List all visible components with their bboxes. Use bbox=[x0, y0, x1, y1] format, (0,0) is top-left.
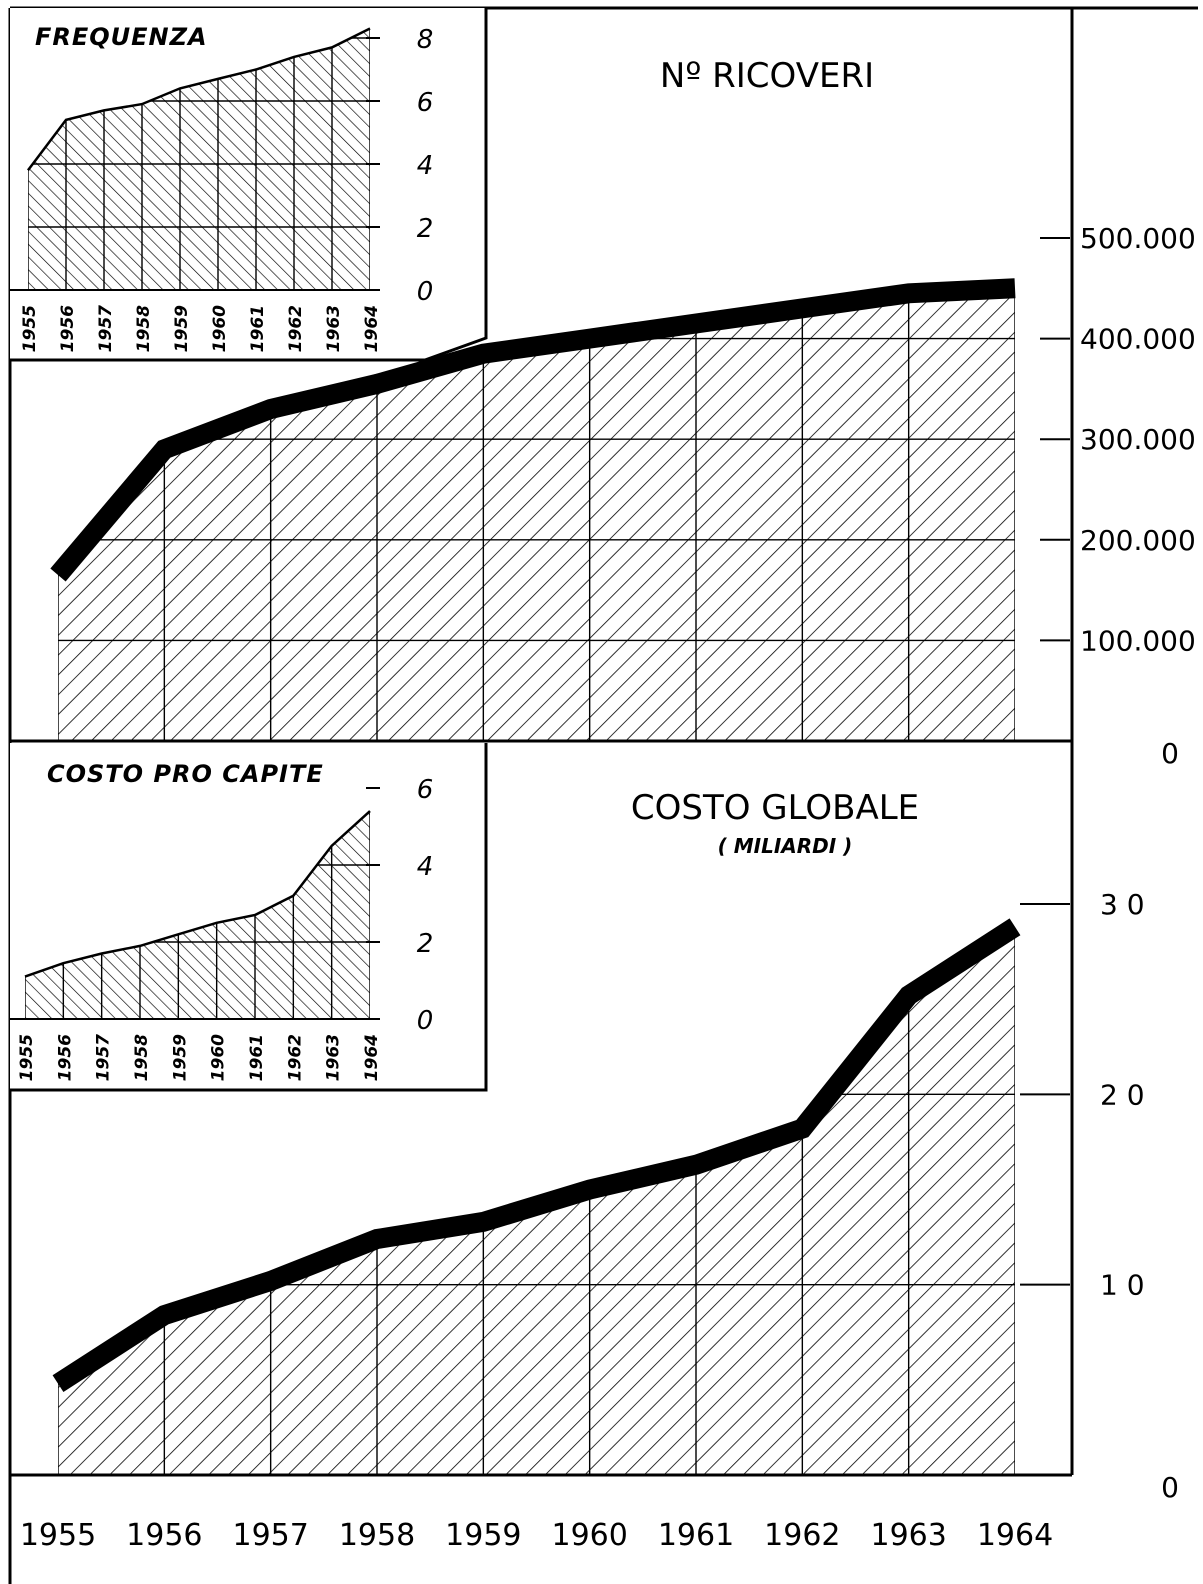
x-tick-label: 1955 bbox=[20, 305, 40, 352]
x-tick-label: 1960 bbox=[551, 1518, 627, 1553]
y-tick-label: 4 bbox=[417, 852, 434, 882]
main-x-axis: 1955 1956 1957 1958 1959 1960 1961 1962 1963 1964 bbox=[20, 1518, 1053, 1553]
x-tick-label: 1963 bbox=[870, 1518, 946, 1553]
y-tick-label: 2 bbox=[417, 929, 434, 959]
x-tick-label: 1956 bbox=[126, 1518, 202, 1553]
x-tick-label: 1955 bbox=[20, 1518, 96, 1553]
x-tick-label: 1962 bbox=[286, 305, 306, 352]
y-tick-label: 1 0 bbox=[1100, 1269, 1145, 1302]
y-tick-label: 300.000 bbox=[1080, 423, 1196, 456]
y-tick-label: 0 bbox=[417, 1006, 434, 1036]
x-tick-label: 1961 bbox=[247, 1034, 267, 1081]
x-tick-label: 1964 bbox=[977, 1518, 1053, 1553]
x-tick-label: 1959 bbox=[172, 305, 192, 352]
x-tick-label: 1955 bbox=[17, 1034, 37, 1081]
y-tick-label: 6 bbox=[417, 88, 434, 118]
x-tick-label: 1959 bbox=[170, 1034, 190, 1081]
costo-pro-capite-y-axis: 0 2 4 6 bbox=[366, 775, 433, 1036]
ricoveri-area bbox=[58, 288, 1015, 741]
y-tick-label: 100.000 bbox=[1080, 624, 1196, 657]
costo-globale-y-axis: 0 1 0 2 0 3 0 bbox=[1020, 888, 1179, 1504]
x-tick-label: 1958 bbox=[339, 1518, 415, 1553]
y-tick-label: 400.000 bbox=[1080, 323, 1196, 356]
x-tick-label: 1964 bbox=[362, 1034, 382, 1081]
costo-pro-capite-line bbox=[24, 810, 371, 978]
x-tick-label: 1958 bbox=[134, 305, 154, 352]
costo-pro-capite-inset-chart: 0 2 4 6 1955 1956 1957 1958 1959 1960 1961 1962 196… bbox=[10, 743, 488, 1092]
costo-pro-capite-x-axis: 1955 1956 1957 1958 1959 1960 1961 1962 1963 1964 bbox=[17, 1034, 382, 1081]
costo-pro-capite-title: COSTO PRO CAPITE bbox=[47, 760, 324, 788]
y-tick-label: 8 bbox=[417, 25, 434, 55]
frequenza-y-axis: 0 2 4 6 8 bbox=[366, 25, 433, 307]
y-tick-label: 6 bbox=[417, 775, 434, 805]
x-tick-label: 1960 bbox=[209, 1034, 229, 1081]
ricoveri-title: Nº RICOVERI bbox=[660, 56, 874, 96]
y-tick-label: 3 0 bbox=[1100, 888, 1145, 921]
x-tick-label: 1957 bbox=[94, 1034, 114, 1081]
x-tick-label: 1962 bbox=[285, 1034, 305, 1081]
ricoveri-line bbox=[50, 278, 1016, 582]
y-tick-label: 0 bbox=[417, 277, 434, 307]
x-tick-label: 1961 bbox=[248, 305, 268, 352]
ricoveri-y-axis: 0 100.000 200.000 300.000 400.000 500.000 bbox=[1040, 222, 1196, 770]
x-tick-label: 1964 bbox=[362, 305, 382, 352]
y-tick-label: 200.000 bbox=[1080, 524, 1196, 557]
x-tick-label: 1959 bbox=[445, 1518, 521, 1553]
x-tick-label: 1957 bbox=[96, 305, 116, 352]
costo-globale-area bbox=[58, 926, 1015, 1475]
frequenza-x-axis: 1955 1956 1957 1958 1959 1960 1961 1962 1963 1964 bbox=[20, 305, 382, 352]
costo-globale-line bbox=[52, 918, 1021, 1393]
x-tick-label: 1958 bbox=[132, 1034, 152, 1081]
y-tick-label: 2 bbox=[417, 214, 434, 244]
y-tick-label: 2 0 bbox=[1100, 1078, 1145, 1111]
y-tick-label: 4 bbox=[417, 151, 434, 181]
y-tick-label: 0 bbox=[1161, 737, 1179, 770]
costo-globale-subtitle: ( MILIARDI ) bbox=[718, 834, 853, 858]
frequenza-line bbox=[27, 27, 371, 172]
x-tick-label: 1960 bbox=[210, 305, 230, 352]
x-tick-label: 1956 bbox=[55, 1034, 75, 1081]
y-tick-label: 500.000 bbox=[1080, 222, 1196, 255]
frequenza-area bbox=[28, 28, 370, 290]
x-tick-label: 1963 bbox=[324, 1034, 344, 1081]
costo-globale-title: COSTO GLOBALE bbox=[631, 788, 919, 828]
x-tick-label: 1962 bbox=[764, 1518, 840, 1553]
y-tick-label: 0 bbox=[1161, 1471, 1179, 1504]
x-tick-label: 1957 bbox=[232, 1518, 308, 1553]
x-tick-label: 1956 bbox=[58, 305, 78, 352]
x-tick-label: 1963 bbox=[324, 305, 344, 352]
frequenza-title: FREQUENZA bbox=[35, 23, 208, 51]
costo-pro-capite-area bbox=[25, 811, 370, 1019]
x-tick-label: 1961 bbox=[658, 1518, 734, 1553]
